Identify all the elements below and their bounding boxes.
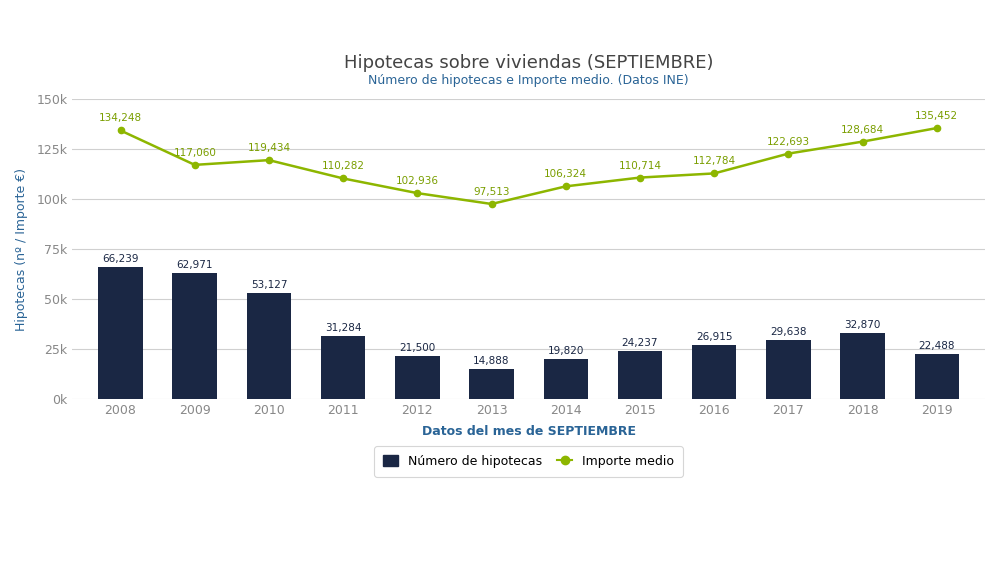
Text: 117,060: 117,060 <box>173 148 216 158</box>
Bar <box>321 337 365 399</box>
Bar <box>840 333 885 399</box>
Bar <box>915 354 959 399</box>
Bar <box>618 351 662 399</box>
Bar <box>544 359 588 399</box>
Text: 97,513: 97,513 <box>473 187 510 197</box>
Legend: Número de hipotecas, Importe medio: Número de hipotecas, Importe medio <box>374 446 683 477</box>
Bar <box>172 273 217 399</box>
Text: Número de hipotecas e Importe medio. (Datos INE): Número de hipotecas e Importe medio. (Da… <box>368 74 689 87</box>
Text: 29,638: 29,638 <box>770 327 807 337</box>
Text: 22,488: 22,488 <box>919 341 955 351</box>
Y-axis label: Hipotecas (nº / Importe €): Hipotecas (nº / Importe €) <box>15 168 28 330</box>
Text: 19,820: 19,820 <box>548 346 584 356</box>
Text: 66,239: 66,239 <box>102 253 139 263</box>
Text: 14,888: 14,888 <box>473 356 510 367</box>
Text: 134,248: 134,248 <box>99 114 142 123</box>
Bar <box>469 369 514 399</box>
Text: 21,500: 21,500 <box>399 343 435 353</box>
Text: 106,324: 106,324 <box>544 169 587 180</box>
Text: 110,714: 110,714 <box>618 160 661 171</box>
X-axis label: Datos del mes de SEPTIEMBRE: Datos del mes de SEPTIEMBRE <box>422 425 636 438</box>
Bar <box>98 266 143 399</box>
Text: 135,452: 135,452 <box>915 111 958 121</box>
Text: 119,434: 119,434 <box>247 143 291 153</box>
Title: Hipotecas sobre viviendas (SEPTIEMBRE): Hipotecas sobre viviendas (SEPTIEMBRE) <box>344 55 713 73</box>
Text: 128,684: 128,684 <box>841 124 884 135</box>
Bar <box>247 293 291 399</box>
Text: 31,284: 31,284 <box>325 324 361 333</box>
Text: 62,971: 62,971 <box>177 260 213 270</box>
Text: 32,870: 32,870 <box>844 320 881 330</box>
Text: 122,693: 122,693 <box>767 137 810 146</box>
Text: 24,237: 24,237 <box>622 338 658 347</box>
Text: 53,127: 53,127 <box>251 280 287 290</box>
Text: 102,936: 102,936 <box>396 176 439 186</box>
Text: 26,915: 26,915 <box>696 332 732 342</box>
Text: 110,282: 110,282 <box>322 162 365 171</box>
Bar <box>766 340 811 399</box>
Text: 112,784: 112,784 <box>693 157 736 167</box>
Bar <box>395 356 440 399</box>
Bar <box>692 345 736 399</box>
